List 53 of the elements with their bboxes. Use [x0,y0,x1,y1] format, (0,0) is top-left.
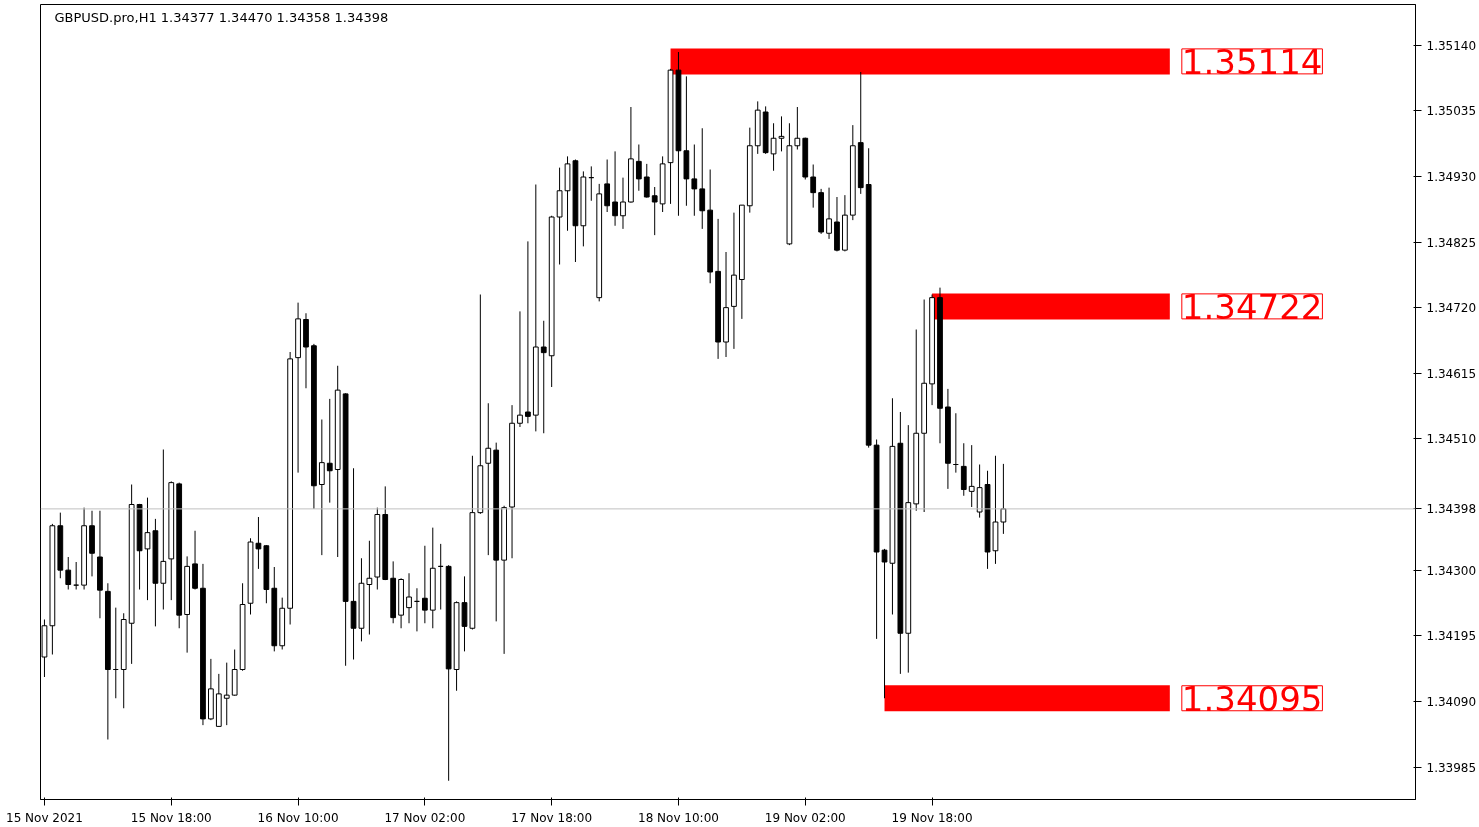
y-tick-label: 1.33985 [1426,760,1477,775]
y-tick-label: 1.34090 [1426,694,1477,709]
candlestick [540,320,547,434]
annotation: 1.34722 [1181,286,1323,327]
candlestick [406,572,412,624]
y-tick-label: 1.35035 [1426,104,1477,119]
candlestick [612,150,618,227]
y-tick-label: 1.34615 [1426,366,1477,381]
candlestick [778,115,785,152]
candlestick [651,186,658,236]
candlestick [160,449,167,610]
y-tick-label: 1.34720 [1426,301,1477,316]
candlestick [326,398,333,504]
y-tick-label: 1.34510 [1426,432,1477,447]
candlestick [643,163,650,199]
y-tick-label: 1.34825 [1426,235,1477,250]
x-tick-label: 19 Nov 02:00 [764,810,846,825]
candlestick [604,159,611,213]
candlestick [699,127,706,230]
candlestick [366,540,373,635]
candlestick [525,240,531,424]
ref-line-label: 1.34398 [1426,502,1477,517]
candlestick [810,164,817,209]
candlestick [318,419,325,556]
candlestick [1000,463,1007,535]
x-tick-label: 17 Nov 18:00 [511,810,593,825]
y-tick-label: 1.34195 [1426,629,1477,644]
x-tick-label: 19 Nov 18:00 [891,810,973,825]
candlestick [485,402,492,556]
y-tick-label: 1.34300 [1426,563,1477,578]
candlestick [635,144,642,192]
candlestick [73,561,80,590]
candlestick [968,444,975,508]
x-tick-label: 15 Nov 2021 [6,810,83,825]
candlestick [770,122,777,172]
candlestick [65,556,72,590]
candlestick [517,310,523,428]
annotation: 1.35114 [1181,41,1323,82]
candlestick [620,177,626,230]
x-tick-label: 18 Nov 10:00 [638,810,719,825]
x-tick-label: 15 Nov 18:00 [130,810,212,825]
x-tick-label: 16 Nov 10:00 [257,810,339,825]
candlestick [421,545,428,624]
candlestick [794,106,801,150]
chart-title: GBPUSD.pro,H1 1.34377 1.34470 1.34358 1.34398 [54,9,389,25]
y-tick-label: 1.34930 [1426,169,1477,184]
candlestick [960,442,967,497]
candlestick [826,187,832,240]
x-tick-label: 17 Nov 02:00 [384,810,466,825]
annotation: 1.34095 [1181,678,1323,719]
y-tick-label: 1.35140 [1426,38,1477,53]
candlestick [691,144,698,217]
candlestick [223,662,230,726]
